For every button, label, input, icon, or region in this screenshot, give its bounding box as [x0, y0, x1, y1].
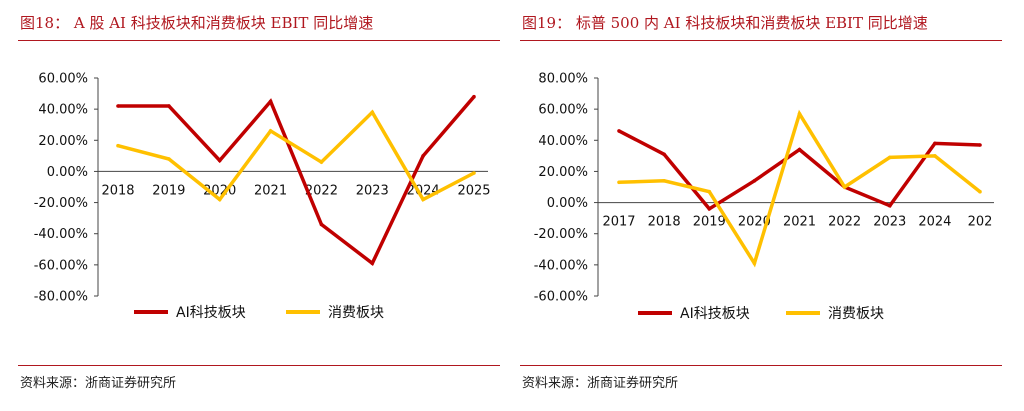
- x-tick-label: 2021: [254, 183, 287, 198]
- data-point: [707, 189, 712, 194]
- x-tick-label: 2018: [101, 183, 134, 198]
- figure-19-panel: 图19： 标普 500 内 AI 科技板块和消费板块 EBIT 同比增速 80.…: [520, 0, 1010, 411]
- x-tick-label: 2019: [693, 215, 726, 230]
- data-point: [842, 185, 847, 189]
- legend-label: AI科技板块: [176, 305, 246, 321]
- x-tick-label: 2022: [305, 183, 338, 198]
- data-point: [888, 203, 892, 208]
- data-point: [617, 129, 621, 133]
- data-point: [978, 189, 982, 194]
- x-tick-label: 2018: [648, 215, 681, 230]
- x-tick-label: 2021: [783, 215, 816, 230]
- data-point: [978, 143, 982, 147]
- data-point: [319, 160, 324, 164]
- source-note: 资料来源：浙商证券研究所: [20, 376, 177, 391]
- figure-18-panel: 图18： A 股 AI 科技板块和消费板块 EBIT 同比增速 60.00% 40…: [18, 0, 508, 411]
- x-tick-label: 2017: [602, 215, 635, 230]
- data-point: [472, 171, 476, 175]
- x-tick-label: 2025: [457, 183, 490, 198]
- data-point: [421, 197, 425, 202]
- data-point: [268, 129, 273, 133]
- y-tick-label: 80.00%: [538, 72, 588, 87]
- data-point: [472, 94, 476, 99]
- data-point: [167, 157, 171, 161]
- data-point: [319, 222, 324, 227]
- data-point: [167, 104, 171, 108]
- data-point: [268, 99, 273, 104]
- title-rule: [520, 40, 1002, 41]
- source-note: 资料来源：浙商证券研究所: [522, 376, 679, 391]
- x-tick-label: 2023: [873, 215, 906, 230]
- y-tick-label: -60.00%: [34, 258, 88, 273]
- y-tick-label: 60.00%: [538, 103, 588, 118]
- legend-label: 消费板块: [828, 306, 884, 322]
- data-point: [662, 152, 666, 157]
- data-point: [888, 155, 892, 160]
- data-point: [617, 180, 621, 185]
- data-point: [933, 154, 937, 158]
- y-tick-label: 60.00%: [38, 72, 88, 87]
- y-tick-label: -40.00%: [34, 227, 88, 242]
- source-rule: [18, 365, 500, 366]
- source-rule: [520, 365, 1002, 366]
- y-tick-label: -20.00%: [34, 196, 88, 211]
- data-point: [707, 207, 712, 211]
- x-tick-label: 2019: [152, 183, 185, 198]
- data-point: [933, 141, 937, 146]
- y-tick-label: 40.00%: [38, 103, 88, 118]
- series-line-consumer: [117, 109, 475, 202]
- y-tick-label: 0.00%: [47, 165, 88, 180]
- series-line-consumer: [618, 109, 982, 268]
- title-rule: [18, 40, 500, 41]
- x-tick-label: 202: [968, 215, 993, 230]
- data-point: [217, 158, 222, 163]
- x-tick-label: 2023: [356, 183, 389, 198]
- data-point: [421, 154, 425, 158]
- y-tick-label: 0.00%: [547, 196, 588, 211]
- y-tick-label: 40.00%: [538, 134, 588, 149]
- series-line-ai-tech: [618, 129, 981, 212]
- series-line-ai-tech: [118, 95, 476, 267]
- x-tick-label: 2020: [738, 215, 771, 230]
- data-point: [662, 179, 666, 183]
- data-point: [752, 261, 757, 266]
- data-point: [370, 261, 375, 266]
- x-tick-label: 2022: [828, 215, 861, 230]
- data-point: [116, 104, 120, 108]
- data-point: [116, 143, 120, 148]
- data-point: [217, 197, 222, 202]
- y-tick-label: 20.00%: [538, 165, 588, 180]
- ebit-growth-chart-sp500: 80.00% 60.00% 40.00% 20.00% 0.00% -20.00% -40.…: [534, 72, 994, 322]
- data-point: [797, 112, 802, 116]
- y-tick-label: -80.00%: [34, 290, 88, 305]
- legend-label: AI科技板块: [680, 306, 750, 322]
- data-point: [752, 179, 757, 183]
- data-point: [797, 147, 802, 152]
- figure-title: 图18： A 股 AI 科技板块和消费板块 EBIT 同比增速: [20, 14, 374, 32]
- x-tick-label: 2024: [918, 215, 951, 230]
- y-tick-label: -40.00%: [534, 258, 588, 273]
- y-tick-label: -20.00%: [534, 227, 588, 242]
- y-tick-label: 20.00%: [38, 134, 88, 149]
- figure-title: 图19： 标普 500 内 AI 科技板块和消费板块 EBIT 同比增速: [522, 14, 928, 32]
- ebit-growth-chart-a-share: 60.00% 40.00% 20.00% 0.00% -20.00% -40.00% -60…: [34, 72, 491, 322]
- y-tick-label: -60.00%: [534, 290, 588, 305]
- data-point: [370, 110, 375, 115]
- legend-label: 消费板块: [328, 305, 384, 321]
